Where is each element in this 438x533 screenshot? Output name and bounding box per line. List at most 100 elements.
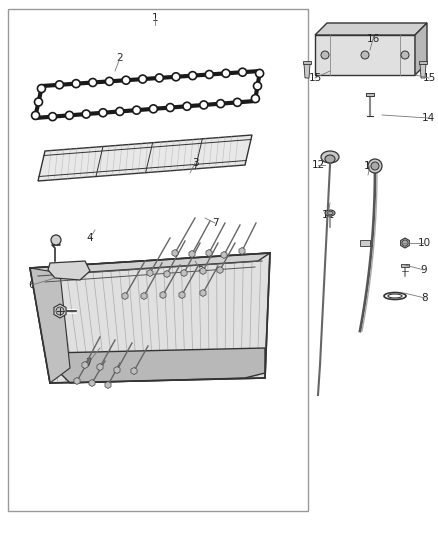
Circle shape — [166, 103, 174, 111]
Circle shape — [254, 82, 261, 90]
Polygon shape — [217, 266, 223, 273]
Circle shape — [133, 106, 141, 114]
Polygon shape — [105, 382, 111, 389]
Text: 12: 12 — [311, 160, 325, 170]
Circle shape — [35, 98, 42, 106]
Polygon shape — [114, 367, 120, 374]
Polygon shape — [50, 348, 265, 383]
Circle shape — [155, 74, 163, 82]
Bar — [315, 35, 415, 75]
Polygon shape — [206, 249, 212, 256]
Polygon shape — [131, 367, 137, 375]
Text: 13: 13 — [364, 161, 377, 171]
Text: 3: 3 — [192, 158, 198, 168]
Polygon shape — [54, 304, 66, 318]
Circle shape — [32, 111, 39, 119]
Text: 1: 1 — [152, 13, 158, 23]
Polygon shape — [419, 61, 427, 64]
Polygon shape — [147, 270, 153, 277]
Text: 11: 11 — [321, 210, 335, 220]
Circle shape — [402, 240, 408, 246]
Circle shape — [233, 99, 241, 107]
Polygon shape — [420, 64, 426, 78]
Polygon shape — [221, 252, 227, 259]
Text: 16: 16 — [366, 34, 380, 44]
Polygon shape — [38, 135, 252, 181]
Circle shape — [72, 79, 80, 87]
Polygon shape — [200, 289, 206, 296]
Polygon shape — [189, 251, 195, 257]
Circle shape — [401, 51, 409, 59]
Bar — [360, 240, 370, 246]
Polygon shape — [164, 271, 170, 278]
Polygon shape — [48, 261, 90, 280]
Circle shape — [321, 51, 329, 59]
Text: 10: 10 — [417, 238, 431, 248]
Ellipse shape — [325, 210, 335, 216]
Circle shape — [122, 76, 130, 84]
Circle shape — [205, 70, 213, 78]
Text: 9: 9 — [420, 265, 427, 275]
Circle shape — [116, 108, 124, 116]
Circle shape — [251, 94, 259, 102]
Circle shape — [49, 112, 57, 120]
Polygon shape — [122, 293, 128, 300]
Text: 4: 4 — [87, 233, 93, 243]
Circle shape — [89, 78, 97, 86]
Circle shape — [99, 109, 107, 117]
Text: 7: 7 — [85, 358, 91, 368]
Circle shape — [222, 69, 230, 77]
Bar — [8, 9, 308, 511]
Circle shape — [51, 235, 61, 245]
Polygon shape — [181, 270, 187, 277]
Circle shape — [37, 85, 46, 93]
Text: 5: 5 — [197, 263, 203, 273]
Polygon shape — [315, 23, 427, 35]
Circle shape — [361, 51, 369, 59]
Ellipse shape — [388, 294, 402, 298]
Polygon shape — [415, 23, 427, 75]
Polygon shape — [97, 364, 103, 370]
Circle shape — [371, 162, 379, 170]
Text: 2: 2 — [117, 53, 124, 63]
Circle shape — [149, 105, 157, 113]
Circle shape — [183, 102, 191, 110]
Circle shape — [200, 101, 208, 109]
Circle shape — [172, 73, 180, 81]
Text: 6: 6 — [28, 280, 35, 290]
Polygon shape — [366, 93, 374, 96]
Polygon shape — [30, 253, 270, 383]
Polygon shape — [30, 253, 270, 275]
Text: 15: 15 — [308, 73, 321, 83]
Circle shape — [217, 100, 225, 108]
Circle shape — [82, 110, 90, 118]
Circle shape — [106, 77, 113, 85]
Polygon shape — [239, 247, 245, 254]
Text: 14: 14 — [421, 113, 434, 123]
Polygon shape — [89, 379, 95, 386]
Circle shape — [139, 75, 147, 83]
Polygon shape — [160, 292, 166, 298]
Circle shape — [56, 307, 64, 315]
Circle shape — [239, 68, 247, 76]
Circle shape — [256, 69, 264, 77]
Polygon shape — [30, 268, 70, 383]
Circle shape — [189, 71, 197, 79]
Circle shape — [368, 159, 382, 173]
Circle shape — [56, 81, 64, 89]
Text: 7: 7 — [212, 218, 218, 228]
Text: 15: 15 — [422, 73, 436, 83]
Ellipse shape — [327, 211, 333, 215]
Polygon shape — [172, 249, 178, 256]
Polygon shape — [82, 361, 88, 368]
Polygon shape — [401, 264, 409, 267]
Polygon shape — [304, 64, 310, 78]
Ellipse shape — [325, 155, 335, 163]
Polygon shape — [303, 61, 311, 64]
Polygon shape — [74, 377, 80, 384]
Polygon shape — [179, 292, 185, 298]
Polygon shape — [200, 268, 206, 274]
Text: 8: 8 — [422, 293, 428, 303]
Polygon shape — [141, 293, 147, 300]
Circle shape — [65, 111, 74, 119]
